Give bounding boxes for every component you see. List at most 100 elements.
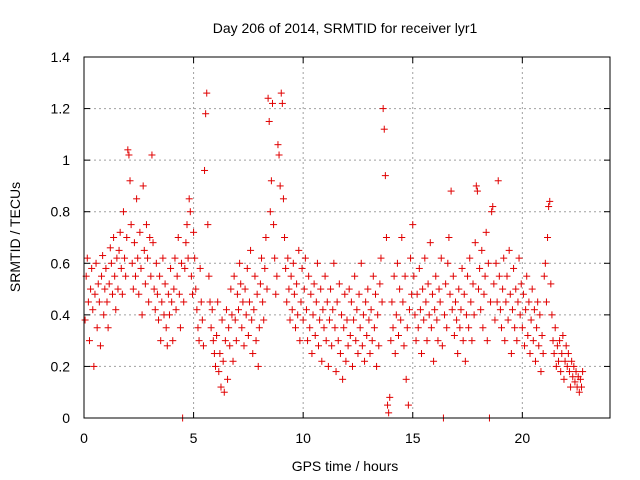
- data-point: [329, 306, 337, 314]
- data-point: [186, 208, 194, 216]
- data-point: [316, 316, 324, 324]
- data-point: [236, 259, 244, 267]
- data-point: [226, 342, 234, 350]
- data-point: [523, 272, 531, 280]
- data-point: [484, 259, 492, 267]
- data-point: [313, 259, 321, 267]
- data-point: [286, 316, 294, 324]
- data-point: [208, 306, 216, 314]
- data-point: [327, 285, 335, 293]
- data-point: [128, 259, 136, 267]
- y-tick-label: 1.4: [51, 49, 71, 65]
- data-point: [531, 357, 539, 365]
- data-point: [424, 280, 432, 288]
- data-point: [560, 375, 568, 383]
- data-point: [490, 280, 498, 288]
- data-point: [305, 272, 313, 280]
- data-point: [196, 264, 204, 272]
- data-point: [390, 272, 398, 280]
- data-point: [324, 362, 332, 370]
- data-point: [393, 259, 401, 267]
- data-point: [517, 280, 525, 288]
- data-point: [126, 177, 134, 185]
- data-point: [395, 331, 403, 339]
- x-tick-label: 15: [405, 430, 421, 446]
- data-point: [267, 177, 275, 185]
- data-point: [366, 350, 374, 358]
- data-point: [562, 342, 570, 350]
- data-point: [322, 337, 330, 345]
- data-point: [142, 221, 150, 229]
- data-point: [274, 141, 282, 149]
- data-point: [546, 197, 554, 205]
- data-point: [511, 324, 519, 332]
- data-point: [111, 272, 119, 280]
- data-point: [504, 316, 512, 324]
- data-point: [506, 290, 514, 298]
- data-point: [476, 264, 484, 272]
- data-point: [568, 357, 576, 365]
- data-point: [567, 383, 575, 391]
- data-point: [338, 311, 346, 319]
- data-point: [391, 350, 399, 358]
- data-point: [182, 239, 190, 247]
- data-point: [245, 298, 253, 306]
- data-point: [83, 254, 91, 262]
- data-point: [98, 272, 106, 280]
- data-point: [263, 285, 271, 293]
- data-point: [444, 259, 452, 267]
- data-point: [469, 280, 477, 288]
- data-point: [150, 285, 158, 293]
- data-point: [387, 337, 395, 345]
- data-point: [241, 285, 249, 293]
- data-point: [301, 254, 309, 262]
- data-point: [392, 311, 400, 319]
- data-point: [242, 311, 250, 319]
- data-point: [149, 239, 157, 247]
- data-point: [478, 246, 486, 254]
- data-point: [470, 311, 478, 319]
- data-point: [542, 298, 550, 306]
- data-point: [315, 342, 323, 350]
- data-point: [557, 368, 565, 376]
- data-point: [519, 290, 527, 298]
- data-point: [336, 350, 344, 358]
- data-point: [522, 306, 530, 314]
- data-point: [225, 324, 233, 332]
- data-point: [471, 239, 479, 247]
- data-point: [84, 298, 92, 306]
- data-point: [507, 350, 515, 358]
- plot-frame: [83, 56, 611, 419]
- data-point: [339, 375, 347, 383]
- data-point: [427, 324, 435, 332]
- y-tick-label: 0: [62, 410, 70, 426]
- data-point: [500, 254, 508, 262]
- data-point: [122, 272, 130, 280]
- data-point: [443, 324, 451, 332]
- data-point: [173, 272, 181, 280]
- y-tick-label: 0.2: [51, 358, 71, 374]
- data-point: [319, 306, 327, 314]
- data-point: [115, 246, 123, 254]
- data-point: [302, 306, 310, 314]
- data-point: [260, 316, 268, 324]
- data-point: [343, 316, 351, 324]
- data-point: [459, 337, 467, 345]
- data-point: [243, 264, 251, 272]
- data-point: [300, 285, 308, 293]
- data-point: [255, 324, 263, 332]
- data-point: [90, 362, 98, 370]
- data-point: [140, 246, 148, 254]
- data-point: [342, 357, 350, 365]
- data-point: [530, 306, 538, 314]
- data-point: [499, 285, 507, 293]
- data-point: [414, 324, 422, 332]
- data-point: [158, 298, 166, 306]
- y-tick-label: 0.6: [51, 255, 71, 271]
- data-point: [299, 316, 307, 324]
- data-point: [404, 401, 412, 409]
- data-point: [514, 298, 522, 306]
- data-point: [445, 234, 453, 241]
- y-tick-label: 1.2: [51, 101, 71, 117]
- data-point: [578, 383, 586, 391]
